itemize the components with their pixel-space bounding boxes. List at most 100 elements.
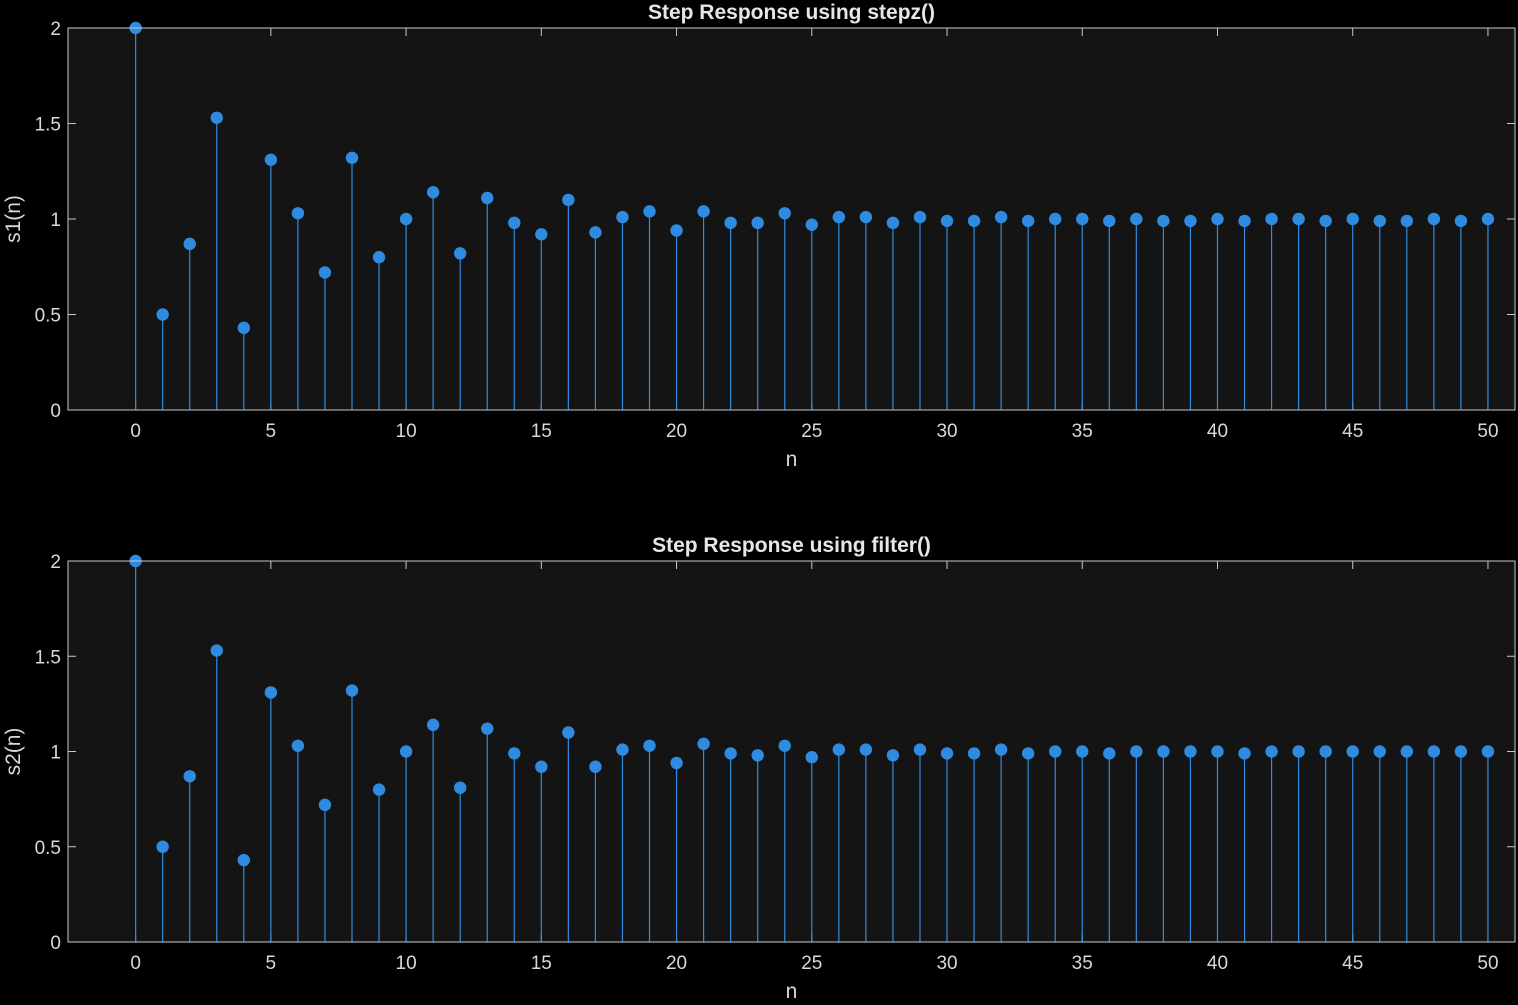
x-tick-label: 45 <box>1342 421 1363 442</box>
stem-marker <box>832 743 846 756</box>
x-tick-label: 40 <box>1207 421 1228 442</box>
x-axis-label: n <box>786 980 798 1000</box>
stem-marker <box>967 214 981 228</box>
y-tick-label: 1.5 <box>35 115 61 136</box>
x-tick-label: 25 <box>801 421 822 442</box>
stem-marker <box>318 798 332 812</box>
stem-marker <box>1346 212 1359 226</box>
stem-marker <box>616 743 629 756</box>
stem-marker <box>1211 212 1224 226</box>
axes-frame <box>67 27 1516 411</box>
stem-marker <box>1373 214 1386 228</box>
stem-marker <box>724 747 737 760</box>
stem-marker <box>399 212 413 226</box>
stem-marker <box>1021 214 1035 228</box>
stem-marker <box>183 770 196 783</box>
y-axis-label: s1(n) <box>2 195 25 243</box>
stem-marker <box>886 749 900 762</box>
stem-marker <box>1400 214 1414 228</box>
stem-marker <box>940 747 954 760</box>
stem-marker <box>156 840 169 853</box>
stem-marker <box>1211 745 1224 758</box>
plot-title: Step Response using stepz() <box>648 1 935 24</box>
stem-marker <box>237 321 251 335</box>
stem-marker <box>210 644 223 657</box>
stem-marker <box>453 781 467 794</box>
axes-frame <box>67 560 1516 943</box>
x-tick-label: 10 <box>396 953 417 974</box>
x-tick-label: 20 <box>666 953 687 974</box>
stem-marker <box>156 308 169 321</box>
stem-marker <box>1049 745 1062 758</box>
stem-marker <box>670 756 683 770</box>
x-tick-label: 25 <box>801 953 822 974</box>
x-tick-label: 5 <box>266 953 277 974</box>
stem-marker <box>1157 214 1170 228</box>
stem-marker <box>589 760 602 773</box>
stem-marker <box>1130 745 1143 758</box>
stem-marker <box>562 193 575 207</box>
stem-marker <box>1238 747 1251 760</box>
stem-marker <box>778 207 791 220</box>
axes-2: 0 5 10 15 20 25 30 35 40 45 50 0 0.5 1 1.5 2 Step Respon… <box>2 534 1516 1003</box>
x-tick-label: 30 <box>936 953 957 974</box>
x-tick-label: 15 <box>531 953 552 974</box>
stem-marker <box>1454 214 1468 228</box>
stem-marker <box>1292 212 1305 226</box>
stem-marker <box>481 191 494 205</box>
x-tick-label: 50 <box>1477 953 1498 974</box>
stem-marker <box>372 251 386 264</box>
x-tick-label: 30 <box>936 421 957 442</box>
x-tick-label: 20 <box>666 421 687 442</box>
stem-marker <box>1319 214 1332 228</box>
stem-marker <box>345 684 359 697</box>
stem-marker <box>1184 214 1197 228</box>
stem-marker <box>832 210 846 224</box>
stem-marker <box>589 226 602 239</box>
stem-marker <box>1021 747 1035 760</box>
stem-marker <box>913 743 927 756</box>
stem-marker <box>508 747 521 760</box>
axes-1: 0 5 10 15 20 25 30 35 40 45 50 0 0.5 1 1.5 2 Step Respon… <box>2 1 1516 471</box>
stem-marker <box>183 237 196 251</box>
y-tick-label: 2 <box>50 552 61 573</box>
stem-marker <box>1400 745 1414 758</box>
stem-marker <box>643 739 656 752</box>
stem-marker <box>481 722 494 735</box>
x-tick-label: 0 <box>130 953 141 974</box>
x-tick-label: 35 <box>1072 421 1093 442</box>
x-tick-label: 45 <box>1342 953 1363 974</box>
stem-marker <box>291 207 305 220</box>
stem-marker <box>967 747 981 760</box>
stem-marker <box>805 751 818 764</box>
stem-marker <box>1427 212 1441 226</box>
y-tick-label: 0.5 <box>35 306 61 327</box>
stem-marker <box>210 111 223 124</box>
stem-marker <box>508 216 521 230</box>
stem-marker <box>426 186 440 199</box>
stem-marker <box>1103 214 1116 228</box>
stem-marker <box>724 216 737 230</box>
stem-marker <box>264 686 278 699</box>
x-tick-label: 50 <box>1477 421 1498 442</box>
stem-marker <box>1103 747 1116 760</box>
stem-marker <box>751 216 764 230</box>
y-tick-label: 1.5 <box>35 647 61 668</box>
y-axis-label: s2(n) <box>2 728 25 776</box>
stem-marker <box>697 205 710 218</box>
x-tick-label: 10 <box>396 421 417 442</box>
stem-marker <box>1427 745 1441 758</box>
stem-marker <box>1238 214 1251 228</box>
x-tick-label: 5 <box>266 421 277 442</box>
stem-marker <box>1481 745 1495 758</box>
stem-marker <box>1292 745 1305 758</box>
stem-marker <box>886 216 900 230</box>
y-tick-label: 1 <box>50 743 61 764</box>
series-stems <box>129 21 1495 410</box>
x-axis-label: n <box>786 448 798 471</box>
x-tick-label: 15 <box>531 421 552 442</box>
stem-marker <box>291 739 305 752</box>
y-tick-label: 0 <box>50 933 61 954</box>
stem-marker <box>751 749 764 762</box>
